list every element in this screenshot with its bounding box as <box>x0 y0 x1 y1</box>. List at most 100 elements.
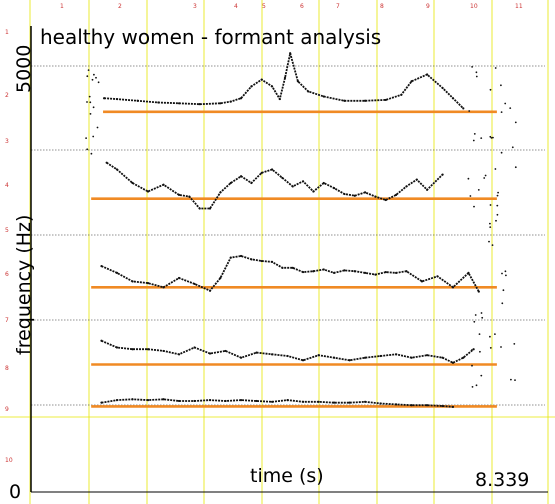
formant-point <box>472 348 475 351</box>
formant-point <box>301 270 305 274</box>
noise-point <box>494 67 497 69</box>
formant-point <box>410 80 413 83</box>
formant-point <box>289 52 292 55</box>
formant-point <box>363 191 367 194</box>
formant-point <box>100 265 103 268</box>
formant-point <box>229 256 232 259</box>
noise-point <box>85 137 87 140</box>
formant-point <box>281 266 284 269</box>
formant-point <box>283 76 287 79</box>
formant-point <box>363 271 367 275</box>
formant-point <box>395 403 398 406</box>
formant-point <box>146 399 150 402</box>
formant-point <box>405 270 408 273</box>
formant-point <box>307 90 310 93</box>
noise-point <box>469 195 472 197</box>
formant-point <box>162 286 165 289</box>
formant-point <box>395 271 398 275</box>
noise-point <box>467 177 470 180</box>
left-ruler: 1 2 3 4 5 6 7 8 9 10 <box>5 29 13 464</box>
noise-point <box>88 95 91 98</box>
noise-point <box>489 88 492 91</box>
formant-point <box>291 185 294 188</box>
noise-point <box>472 139 475 142</box>
formant-point <box>451 286 455 289</box>
formant-point <box>374 273 377 276</box>
noise-point <box>468 110 471 112</box>
noise-point <box>501 302 504 305</box>
formant-point <box>131 348 134 351</box>
formant-point <box>278 97 281 101</box>
formant-point <box>208 352 212 355</box>
reference-lines <box>91 110 497 408</box>
top-ruler-label: 5 <box>262 3 266 10</box>
formant-point <box>270 260 274 263</box>
noise-point <box>87 69 90 71</box>
noise-point <box>514 379 516 381</box>
formant-point <box>301 400 305 403</box>
formant-point <box>115 346 119 349</box>
noise-point <box>483 177 486 179</box>
top-ruler-label: 3 <box>193 3 197 10</box>
formant-point <box>177 102 181 105</box>
formant-point <box>193 282 196 286</box>
formant-point <box>322 268 325 271</box>
left-ruler-label: 7 <box>5 317 9 324</box>
noise-point <box>471 66 473 68</box>
formant-point <box>270 353 274 356</box>
formant-point <box>131 181 134 185</box>
formant-point <box>363 99 367 102</box>
formant-point <box>353 194 356 197</box>
formant-point <box>317 400 320 403</box>
formant-point <box>208 207 212 210</box>
noise-point <box>504 102 507 105</box>
formant-point <box>451 405 455 408</box>
noise-point <box>92 135 95 138</box>
formant-point <box>332 356 336 359</box>
formant-point <box>131 398 134 401</box>
formant-point <box>477 290 480 293</box>
formant-point <box>312 190 315 193</box>
formant-point <box>224 349 227 353</box>
formant-point <box>239 97 243 100</box>
top-ruler-label: 11 <box>515 3 523 10</box>
noise-point <box>495 219 497 222</box>
left-ruler-label: 10 <box>5 457 13 464</box>
formant-point <box>400 93 403 96</box>
top-ruler-label: 9 <box>426 3 430 10</box>
formant-point <box>100 401 103 404</box>
noise-point <box>489 347 492 349</box>
formant-point <box>162 183 165 186</box>
noise-point <box>480 312 483 314</box>
formant-point <box>208 289 212 292</box>
noise-point <box>489 222 491 225</box>
formant-point <box>426 73 429 76</box>
noise-point <box>509 107 512 109</box>
formant-point <box>250 258 253 261</box>
noise-point <box>490 137 493 139</box>
noise-point <box>491 244 494 247</box>
noise-point <box>494 333 496 335</box>
formant-point <box>270 168 274 171</box>
left-ruler-label: 1 <box>5 29 9 36</box>
noise-point <box>93 73 95 76</box>
noise-point <box>511 146 514 149</box>
formant-point <box>270 85 274 88</box>
formant-track-1 <box>104 52 464 110</box>
formant-point <box>162 349 165 353</box>
noise-point <box>514 166 517 169</box>
formant-point <box>198 103 201 106</box>
formant-point <box>317 354 320 357</box>
formant-point <box>281 176 284 180</box>
noise-point <box>92 106 95 109</box>
noise-point <box>481 316 484 319</box>
formant-point <box>146 348 150 351</box>
formant-point <box>260 78 263 81</box>
formant-point <box>146 281 150 285</box>
formant-point <box>260 259 263 263</box>
noise-point <box>90 152 93 155</box>
noise-point <box>95 76 97 79</box>
formant-track-5 <box>101 398 454 408</box>
noise-point <box>492 136 494 139</box>
